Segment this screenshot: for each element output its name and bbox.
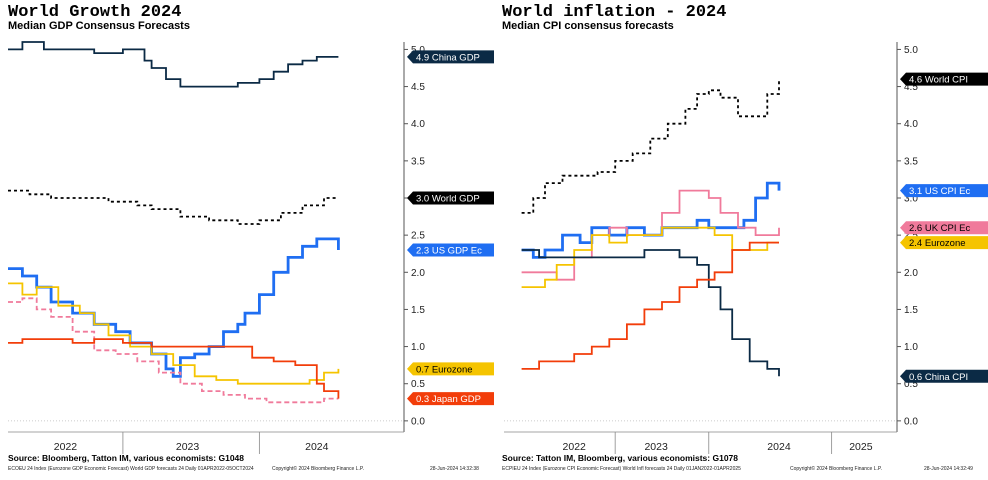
x-tick-label: 2024: [305, 441, 329, 453]
end-label-text: 4.6 World CPI: [909, 75, 968, 86]
end-label-tag: [407, 243, 494, 257]
series-line-eurozone: [8, 282, 340, 385]
chart-source: Source: Bloomberg, Tatton IM, various ec…: [8, 453, 244, 463]
y-tick-label: 0.5: [904, 379, 918, 390]
y-tick-label: 1.0: [411, 342, 425, 353]
series-end-label: 3.1 US CPI Ec: [900, 184, 988, 197]
series-line-world-gdp: [8, 189, 339, 225]
end-label-tag: [407, 191, 494, 205]
cpi-chart: 5.04.54.03.53.02.52.01.51.00.50.02022202…: [504, 42, 988, 454]
y-tick-label: 0.0: [904, 416, 918, 427]
series-end-label: 2.3 US GDP Ec: [407, 243, 494, 257]
y-tick-label: 3.5: [411, 156, 425, 167]
y-tick-label: 2.5: [411, 231, 425, 242]
y-tick-label: 1.5: [904, 305, 918, 316]
footer-copyright: Copyright© 2024 Bloomberg Finance L.P.: [272, 466, 364, 472]
footer-copyright: Copyright© 2024 Bloomberg Finance L.P.: [790, 466, 882, 472]
end-label-tag: [900, 221, 988, 235]
chart-title: World Growth 2024: [8, 3, 182, 22]
end-label-tag: [900, 184, 988, 198]
gdp-panel: World Growth 2024 Median GDP Consensus F…: [8, 3, 494, 472]
x-tick-label: 2023: [176, 441, 200, 453]
footer-timestamp: 28-Jun-2024 14:32:38: [430, 466, 479, 472]
chart-title: World inflation - 2024: [502, 3, 727, 22]
series-end-label: 0.7 Eurozone: [407, 362, 494, 375]
series-end-label: 4.9 China GDP: [407, 50, 494, 63]
chart-subtitle: Median CPI consensus forecasts: [502, 20, 674, 32]
end-label-text: 0.3 Japan GDP: [416, 394, 481, 405]
footer-timestamp: 28-Jun-2024 14:32:49: [924, 466, 973, 472]
x-tick-label: 2024: [767, 441, 791, 453]
y-tick-label: 5.0: [904, 45, 918, 56]
y-tick-label: 3.0: [904, 194, 918, 205]
x-tick-label: 2022: [563, 441, 587, 453]
series-line-china-gdp: [8, 41, 339, 88]
series-line-china-cpi: [521, 249, 780, 377]
series-end-label: 0.6 China CPI: [900, 369, 988, 383]
end-label-text: 0.7 Eurozone: [416, 364, 473, 375]
y-tick-label: 2.0: [411, 268, 425, 279]
end-label-tag: [407, 362, 494, 376]
cpi-panel: World inflation - 2024 Median CPI consen…: [494, 0, 988, 480]
end-label-text: 2.4 Eurozone: [909, 238, 966, 249]
y-tick-label: 4.5: [411, 82, 425, 93]
x-tick-label: 2025: [849, 441, 873, 453]
series-end-label: 4.6 World CPI: [900, 72, 988, 86]
y-tick-label: 3.5: [904, 156, 918, 167]
series-line-eurozone: [521, 226, 779, 288]
y-tick-label: 0.0: [411, 416, 425, 427]
end-label-text: 3.0 World GDP: [416, 194, 480, 205]
y-tick-label: 4.0: [904, 119, 918, 130]
y-tick-label: 1.0: [904, 342, 918, 353]
y-tick-label: 4.5: [904, 82, 918, 93]
footer-index: ECPIEU 24 Index (Eurozone CPI Economic F…: [502, 466, 741, 472]
series-line-world-cpi: [521, 79, 780, 214]
end-label-tag: [407, 392, 494, 406]
y-tick-label: 0.5: [411, 379, 425, 390]
end-label-tag: [900, 236, 988, 250]
end-label-text: 2.6 UK CPI Ec: [909, 223, 970, 234]
chart-source: Source: Tatton IM, Bloomberg, various ec…: [502, 453, 738, 463]
footer-index: ECOEU 24 Index (Eurozone GDP Economic Fo…: [8, 466, 254, 472]
series-line-us-cpi-ec: [521, 181, 781, 259]
end-label-text: 4.9 China GDP: [416, 52, 480, 63]
series-end-label: 2.6 UK CPI Ec: [900, 221, 988, 234]
end-label-text: 0.6 China CPI: [909, 372, 968, 383]
x-tick-label: 2022: [54, 441, 78, 453]
y-tick-label: 1.5: [411, 305, 425, 316]
series-end-label: 0.3 Japan GDP: [407, 392, 494, 405]
end-label-tag: [900, 72, 988, 86]
chart-subtitle: Median GDP Consensus Forecasts: [8, 20, 190, 32]
series-end-label: 3.0 World GDP: [407, 191, 494, 205]
series-line-uk-gdp-dashed-: [8, 297, 339, 404]
x-tick-label: 2023: [644, 441, 668, 453]
series-end-label: 2.4 Eurozone: [900, 236, 988, 249]
series-line-japan-gdp: [8, 338, 340, 399]
y-tick-label: 4.0: [411, 119, 425, 130]
series-line-eurozone-cpi-red-: [521, 241, 779, 370]
end-label-text: 3.1 US CPI Ec: [909, 186, 970, 197]
end-label-tag: [407, 50, 494, 64]
gdp-chart: 5.04.54.03.53.02.52.01.51.00.50.02022202…: [8, 41, 494, 454]
y-tick-label: 2.0: [904, 268, 918, 279]
end-label-tag: [900, 369, 988, 383]
end-label-text: 2.3 US GDP Ec: [416, 246, 482, 257]
